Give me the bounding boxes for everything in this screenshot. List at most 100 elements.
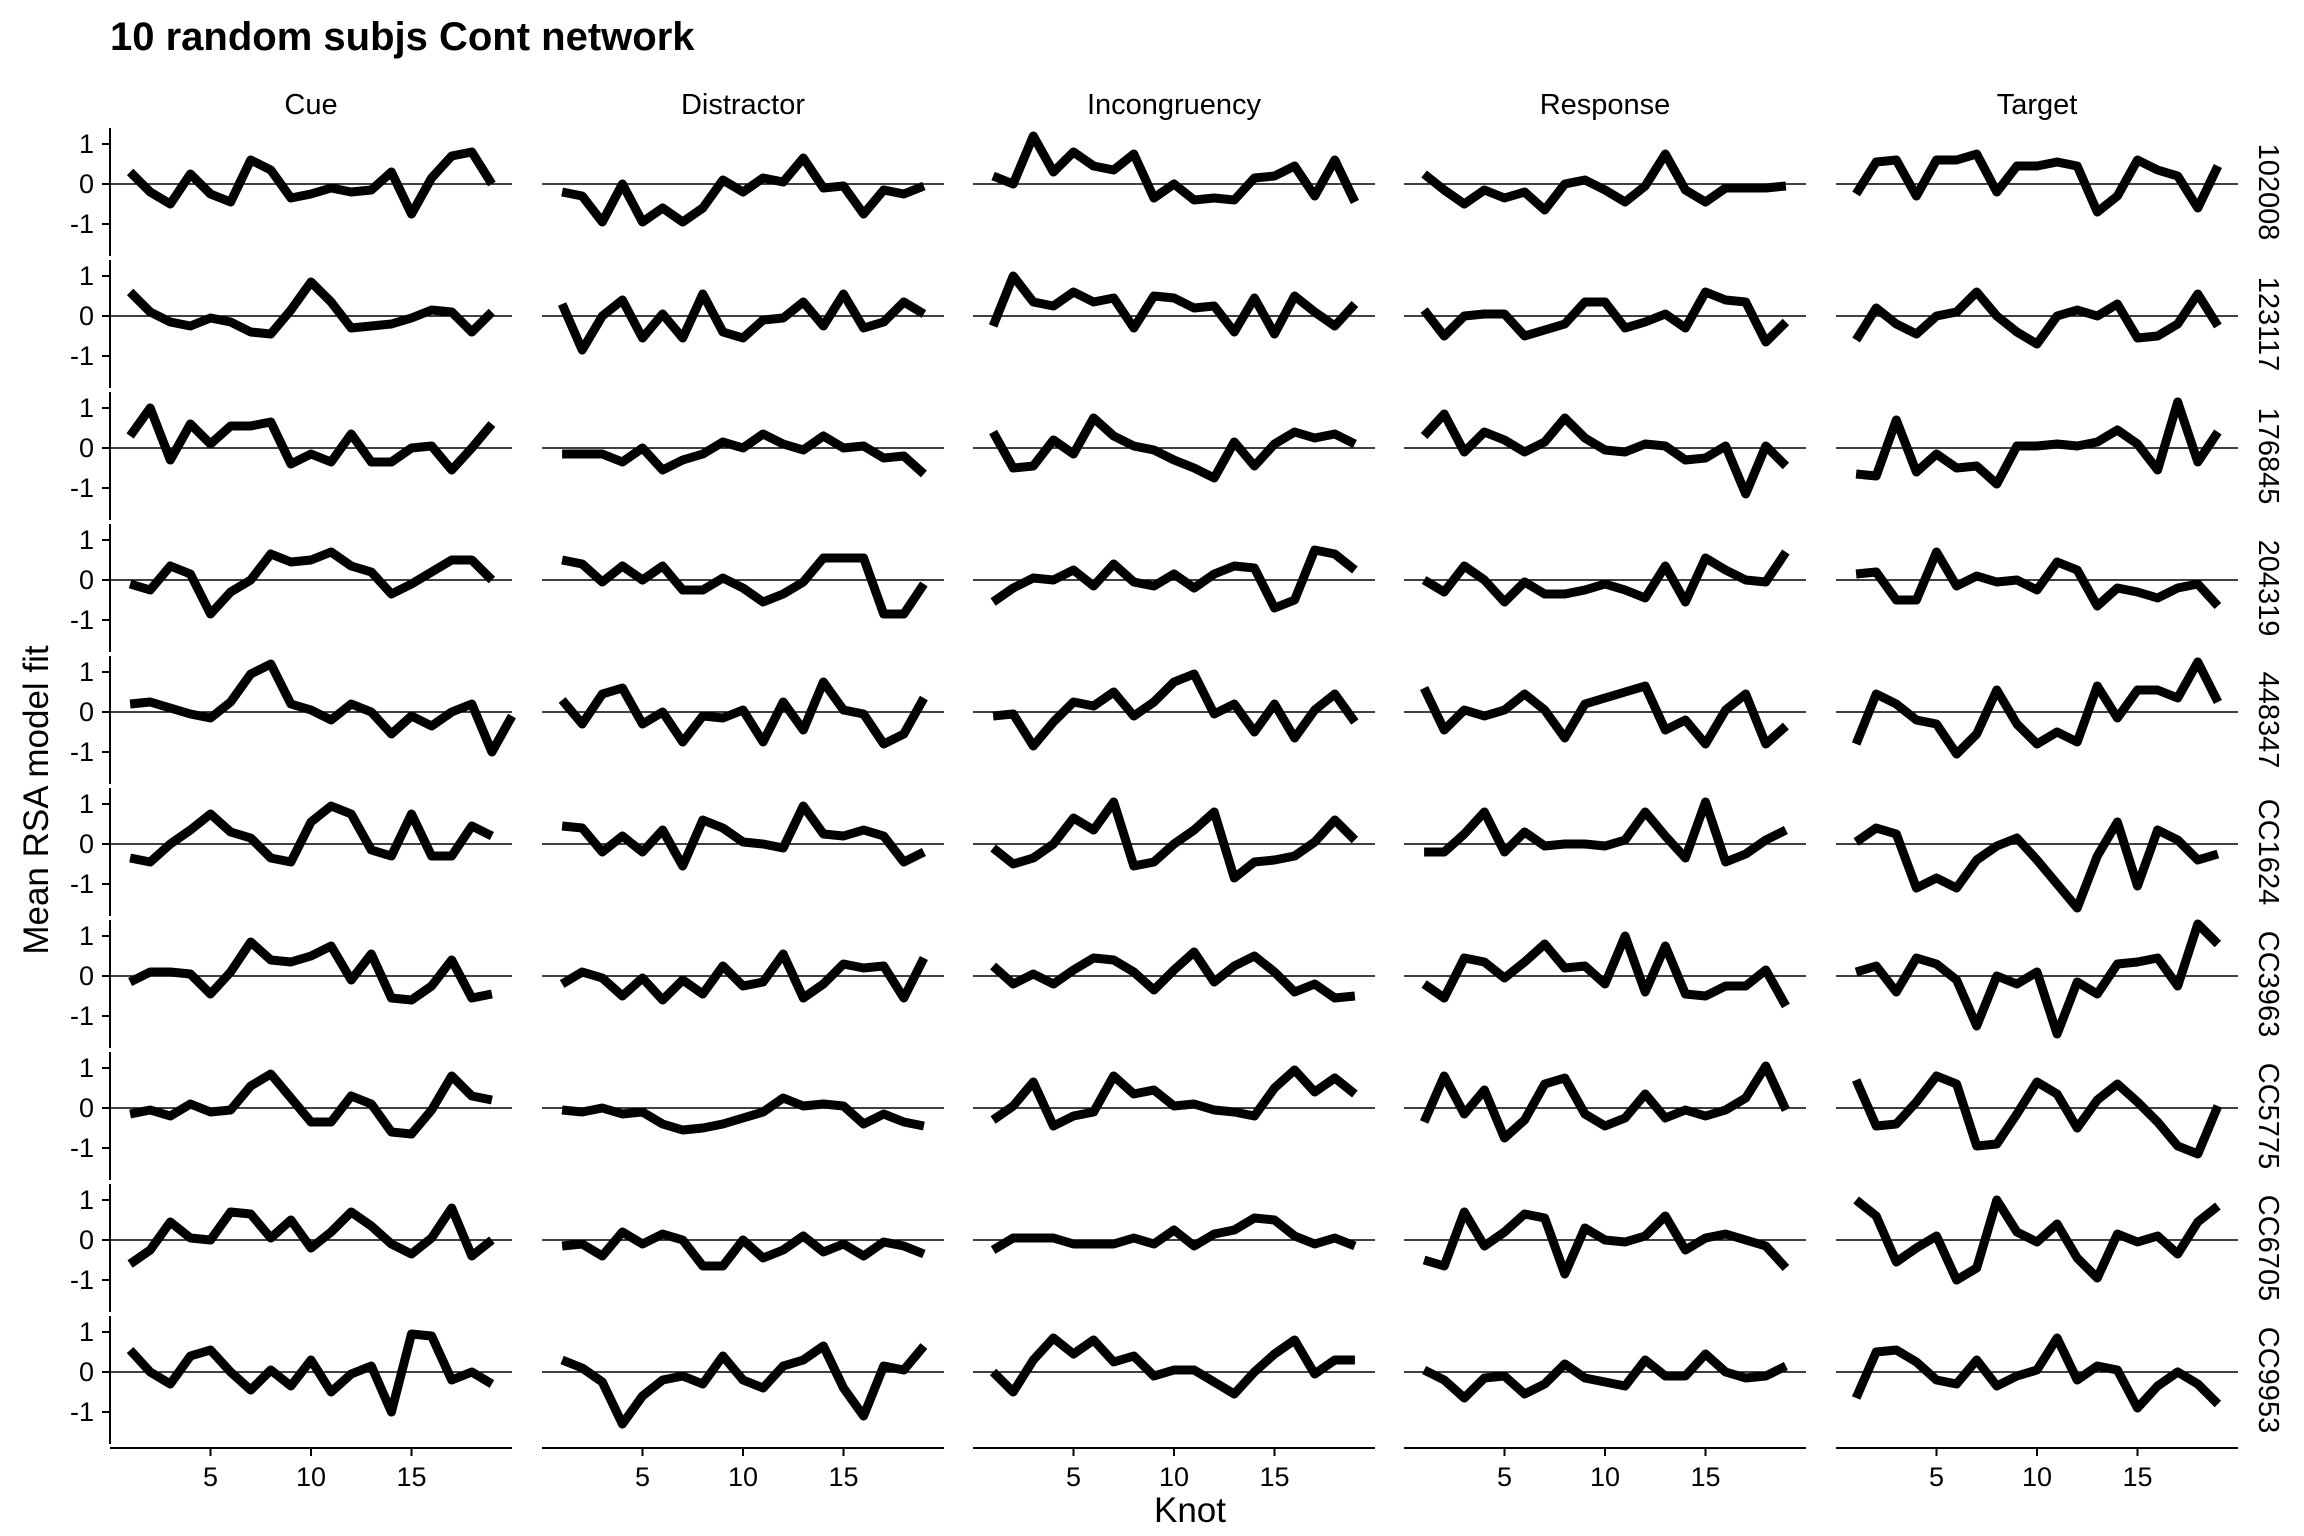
x-tick-label: 10 xyxy=(728,1462,758,1492)
series-line xyxy=(1420,287,1790,347)
panel-cc9953-cue xyxy=(110,1329,512,1417)
y-tick-label: -1 xyxy=(70,209,94,239)
panel-cc1624-response xyxy=(1404,797,1806,867)
panel-cc5775-cue xyxy=(110,1069,512,1139)
series-line xyxy=(126,403,496,475)
series-line xyxy=(1855,397,2222,489)
series-line xyxy=(1421,931,1790,1009)
y-axes: -1 0 1 -1 0 1 -1 0 1 -1 0 1 -1 0 1 -1 0 1 -1 0 1 -1 0 1 -1 0 1 -1 0 1 xyxy=(70,128,111,1444)
column-label-distractor: Distractor xyxy=(681,89,805,121)
series-line xyxy=(1853,817,2220,913)
row-label-176845: 176845 xyxy=(2252,408,2284,505)
series-line xyxy=(126,277,496,339)
panel-cc6705-incongruency xyxy=(973,1213,1375,1254)
panel-176845-target xyxy=(1836,397,2238,489)
x-axis-label: Knot xyxy=(1154,1491,1226,1530)
panel-123117-response xyxy=(1404,287,1806,347)
panel-102008-target xyxy=(1836,149,2238,217)
y-tick-label: 1 xyxy=(79,657,94,687)
y-tick-label: -1 xyxy=(70,1133,94,1163)
y-axis-cc3963: -1 0 1 xyxy=(70,920,111,1048)
y-tick-label: 0 xyxy=(79,829,94,859)
series-line xyxy=(1851,1071,2223,1159)
x-axes: 5 10 15 5 10 15 5 10 15 5 10 15 5 10 15 xyxy=(110,1447,2238,1492)
row-label-cc3963: CC3963 xyxy=(2252,931,2284,1037)
y-axis-label: Mean RSA model fit xyxy=(17,645,56,955)
column-strip-labels: Cue Distractor Incongruency Response Target xyxy=(284,89,2077,121)
series-line xyxy=(992,669,1359,751)
series-line xyxy=(991,131,1359,205)
panel-cc9953-target xyxy=(1836,1333,2238,1413)
series-line xyxy=(129,659,516,757)
panel-cc9953-incongruency xyxy=(973,1333,1375,1399)
row-strip-labels: 102008 123117 176845 204319 448347 CC1624 CC39… xyxy=(2252,144,2284,1434)
panel-cc3963-distractor xyxy=(542,949,944,1005)
x-tick-label: 5 xyxy=(635,1462,650,1492)
x-axis-response: 5 10 15 xyxy=(1404,1447,1806,1492)
panel-cc1624-target xyxy=(1836,817,2238,913)
x-axis-incongruency: 5 10 15 xyxy=(973,1447,1375,1492)
series-line xyxy=(1421,549,1790,607)
series-line xyxy=(1853,1195,2221,1285)
y-tick-label: -1 xyxy=(70,737,94,767)
y-tick-label: 1 xyxy=(79,1053,94,1083)
y-tick-label: 0 xyxy=(79,565,94,595)
series-line xyxy=(1855,547,2222,611)
column-label-response: Response xyxy=(1540,89,1671,121)
panel-448347-response xyxy=(1404,681,1806,749)
panel-cc9953-response xyxy=(1404,1349,1806,1403)
series-line xyxy=(561,553,928,619)
column-label-incongruency: Incongruency xyxy=(1087,89,1262,121)
x-tick-label: 5 xyxy=(1497,1462,1512,1492)
panel-102008-cue xyxy=(110,147,512,219)
panel-cc3963-target xyxy=(1836,919,2238,1039)
y-tick-label: -1 xyxy=(70,869,94,899)
panel-102008-incongruency xyxy=(973,131,1375,205)
panel-448347-distractor xyxy=(542,677,944,749)
series-line xyxy=(1851,657,2222,759)
x-tick-label: 5 xyxy=(203,1462,218,1492)
panel-cc5775-incongruency xyxy=(973,1065,1375,1131)
panel-cc3963-cue xyxy=(110,937,512,1005)
panel-176845-distractor xyxy=(542,429,944,478)
column-label-cue: Cue xyxy=(284,89,337,121)
y-tick-label: 0 xyxy=(79,169,94,199)
y-tick-label: 0 xyxy=(79,697,94,727)
row-label-cc9953: CC9953 xyxy=(2252,1327,2284,1433)
y-axis-cc9953: -1 0 1 xyxy=(70,1316,111,1444)
series-line xyxy=(1852,287,2222,349)
y-tick-label: 1 xyxy=(79,129,94,159)
y-tick-label: -1 xyxy=(70,605,94,635)
y-tick-label: 1 xyxy=(79,921,94,951)
series-line xyxy=(126,147,496,219)
y-axis-cc5775: -1 0 1 xyxy=(70,1052,111,1180)
x-tick-label: 10 xyxy=(1159,1462,1189,1492)
series-line xyxy=(1851,1333,2222,1413)
series-line xyxy=(1420,409,1790,499)
x-tick-label: 10 xyxy=(296,1462,326,1492)
y-tick-label: -1 xyxy=(70,1265,94,1295)
row-label-cc5775: CC5775 xyxy=(2252,1063,2284,1169)
panel-cc1624-incongruency xyxy=(973,797,1375,883)
row-label-123117: 123117 xyxy=(2252,277,2284,372)
y-axis-102008: -1 0 1 xyxy=(70,128,111,256)
y-axis-448347: -1 0 1 xyxy=(70,656,111,784)
row-label-cc6705: CC6705 xyxy=(2252,1195,2284,1301)
series-line xyxy=(990,1065,1358,1131)
panel-cc6705-distractor xyxy=(542,1227,944,1271)
series-line xyxy=(1852,149,2222,217)
series-line xyxy=(557,289,927,355)
x-tick-label: 15 xyxy=(2122,1462,2152,1492)
panel-448347-target xyxy=(1836,657,2238,759)
y-tick-label: -1 xyxy=(70,473,94,503)
series-line xyxy=(560,1341,928,1429)
series-line xyxy=(129,1069,493,1139)
x-tick-label: 10 xyxy=(1590,1462,1620,1492)
panel-204319-response xyxy=(1404,549,1806,607)
panel-204319-target xyxy=(1836,547,2238,611)
panel-123117-distractor xyxy=(542,289,944,355)
y-axis-123117: -1 0 1 xyxy=(70,260,111,388)
y-tick-label: 0 xyxy=(79,1093,94,1123)
panel-cc3963-response xyxy=(1404,931,1806,1009)
panel-204319-distractor xyxy=(542,553,944,619)
